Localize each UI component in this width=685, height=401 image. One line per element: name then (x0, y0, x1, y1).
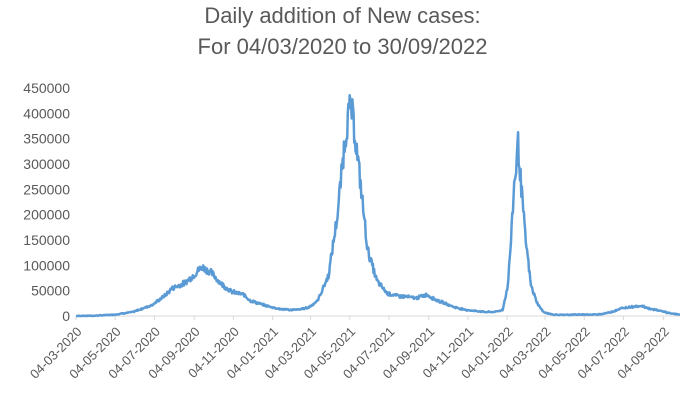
y-tick-label: 300000 (23, 156, 70, 172)
y-tick-label: 350000 (23, 131, 70, 147)
y-tick-label: 0 (62, 308, 70, 324)
chart-subtitle: For 04/03/2020 to 30/09/2022 (197, 34, 488, 59)
y-tick-label: 50000 (31, 283, 70, 299)
y-tick-label: 250000 (23, 181, 70, 197)
y-axis: 0 50000 100000 150000 200000 250000 300000 3500… (23, 80, 70, 324)
y-tick-label: 100000 (23, 257, 70, 273)
y-tick-label: 150000 (23, 232, 70, 248)
series-line-new-cases (75, 93, 681, 318)
chart-title: Daily addition of New cases: (204, 3, 481, 28)
x-axis: 04-03-202004-05-202004-07-202004-09-2020… (27, 316, 672, 382)
y-tick-label: 450000 (23, 80, 70, 96)
y-tick-label: 400000 (23, 105, 70, 121)
y-tick-label: 200000 (23, 207, 70, 223)
